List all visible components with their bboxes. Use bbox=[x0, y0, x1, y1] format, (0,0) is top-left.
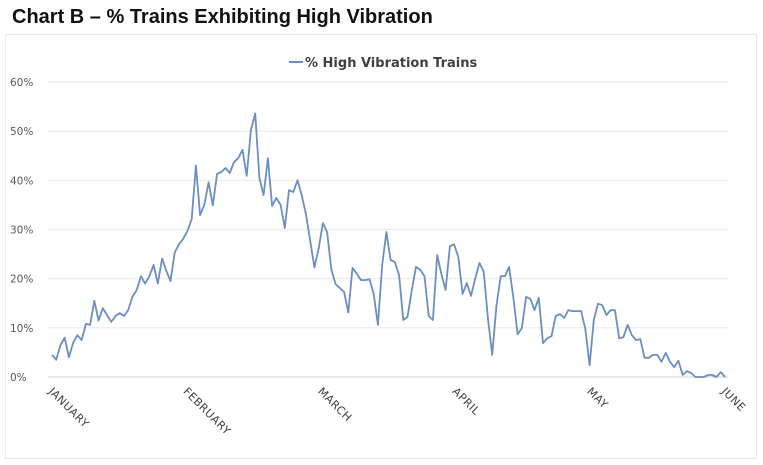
legend-label: % High Vibration Trains bbox=[305, 56, 477, 71]
y-tick-label: 40% bbox=[10, 175, 33, 187]
gridlines bbox=[48, 81, 728, 378]
chart-area bbox=[5, 34, 757, 459]
y-tick-label: 20% bbox=[10, 274, 33, 286]
x-tick-label: FEBRUARY bbox=[180, 385, 233, 438]
y-axis-ticks: 0% 10% 20% 30% 40% 50% 60% bbox=[10, 77, 33, 384]
x-tick-label: APRIL bbox=[450, 385, 483, 418]
x-tick-label: JUNE bbox=[718, 384, 748, 414]
y-tick-label: 0% bbox=[10, 372, 27, 384]
chart-title: Chart B – % Trains Exhibiting High Vibra… bbox=[12, 6, 433, 28]
y-tick-label: 60% bbox=[10, 77, 33, 89]
x-tick-label: JANUARY bbox=[45, 384, 91, 430]
series-group bbox=[51, 112, 726, 378]
series-line bbox=[51, 112, 726, 378]
y-tick-label: 50% bbox=[10, 126, 33, 138]
x-tick-label: MAY bbox=[584, 385, 610, 411]
y-tick-label: 30% bbox=[10, 225, 33, 237]
y-tick-label: 10% bbox=[10, 323, 33, 335]
x-tick-label: MARCH bbox=[315, 385, 354, 424]
x-axis-ticks: JANUARY FEBRUARY MARCH APRIL MAY JUNE bbox=[45, 384, 748, 438]
legend: % High Vibration Trains bbox=[289, 56, 477, 71]
